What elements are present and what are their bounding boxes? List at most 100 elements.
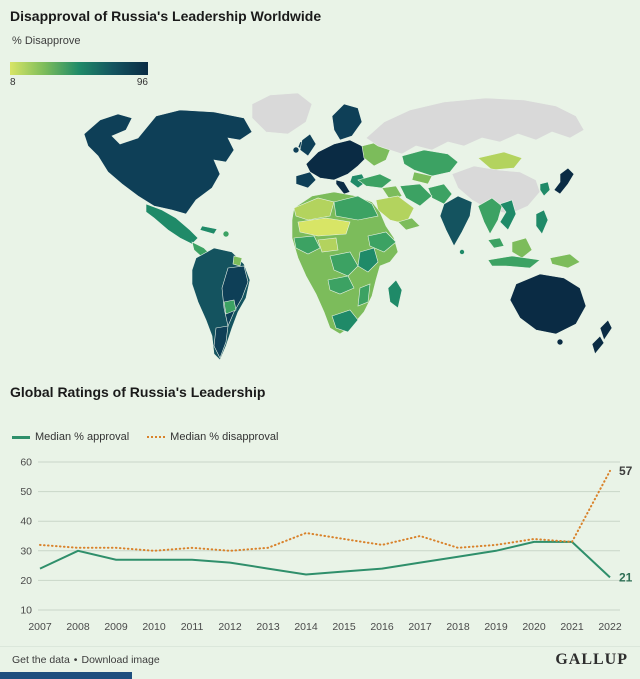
region-united-kingdom xyxy=(299,133,317,157)
map-legend-label: % Disapprove xyxy=(12,35,81,47)
disapproval-end-value-label: 57 xyxy=(619,464,633,478)
region-vietnam xyxy=(499,199,517,231)
x-axis-label: 2008 xyxy=(66,621,90,633)
region-mexico xyxy=(145,203,199,245)
x-axis-label: 2011 xyxy=(181,621,204,633)
region-russia xyxy=(365,97,585,155)
region-malaysia xyxy=(487,237,505,249)
legend-max-label: 96 xyxy=(136,77,148,88)
x-axis-label: 2010 xyxy=(142,621,166,633)
disapproval-legend-label: Median % disapproval xyxy=(170,431,279,443)
region-australia xyxy=(509,273,587,335)
region-philippines xyxy=(535,209,549,235)
line-chart-title: Global Ratings of Russia's Leadership xyxy=(10,384,266,400)
x-axis-label: 2013 xyxy=(256,621,280,633)
y-axis-label: 30 xyxy=(20,545,32,557)
x-axis-label: 2019 xyxy=(484,621,508,633)
region-indonesia xyxy=(487,255,541,269)
approval-legend-label: Median % approval xyxy=(35,431,130,443)
region-china xyxy=(451,165,541,215)
download-image-link[interactable]: Download image xyxy=(81,653,160,666)
region-drc xyxy=(329,251,359,277)
y-axis-label: 60 xyxy=(20,457,32,469)
region-sahel xyxy=(297,217,351,237)
region-central-asia xyxy=(401,149,459,177)
region-new-zealand-south xyxy=(591,335,605,355)
approval-line xyxy=(39,540,611,579)
region-turkey xyxy=(357,173,393,189)
x-axis-label: 2016 xyxy=(370,621,394,633)
region-pakistan-afghanistan xyxy=(427,183,453,205)
get-the-data-link[interactable]: Get the data xyxy=(12,653,70,666)
x-axis-label: 2020 xyxy=(522,621,546,633)
legend-item-approval: Median % approval xyxy=(12,431,129,443)
region-west-africa xyxy=(293,235,321,255)
region-sri-lanka xyxy=(459,249,465,255)
region-scandinavia xyxy=(331,103,363,141)
region-angola-zambia xyxy=(327,275,355,295)
map-legend-scale: 8 96 xyxy=(10,77,148,88)
region-western-europe xyxy=(305,139,367,181)
x-axis-label: 2012 xyxy=(218,621,242,633)
region-ethiopia xyxy=(367,231,397,253)
y-axis-label: 50 xyxy=(20,486,32,498)
region-new-guinea xyxy=(549,253,581,269)
region-madagascar xyxy=(387,279,403,309)
partial-bottom-element xyxy=(0,672,132,679)
region-hispaniola xyxy=(222,230,230,238)
region-italy xyxy=(335,179,351,195)
footer: Get the data • Download image GALLUP xyxy=(0,646,640,672)
region-bolivia xyxy=(223,299,237,315)
x-axis-label: 2018 xyxy=(446,621,470,633)
legend-min-label: 8 xyxy=(10,77,16,88)
region-japan xyxy=(553,167,575,195)
gallup-logo: GALLUP xyxy=(555,650,628,668)
x-axis-label: 2007 xyxy=(28,621,52,633)
x-axis-label: 2014 xyxy=(294,621,318,633)
region-argentina xyxy=(213,325,229,359)
world-choropleth-map xyxy=(83,92,613,361)
map-legend-gradient xyxy=(10,62,148,75)
region-nigeria xyxy=(317,237,339,253)
x-axis-label: 2015 xyxy=(332,621,356,633)
region-new-zealand-north xyxy=(599,319,613,341)
region-northwest-africa xyxy=(293,197,335,221)
approval-line-swatch xyxy=(12,435,30,439)
region-tasmania xyxy=(556,338,564,346)
legend-item-disapproval: Median % disapproval xyxy=(147,431,278,443)
x-axis-label: 2021 xyxy=(560,621,584,633)
region-borneo xyxy=(511,237,533,259)
region-north-america xyxy=(83,109,253,215)
footer-separator: • xyxy=(73,653,78,666)
region-myanmar-thailand xyxy=(477,197,503,235)
region-ireland xyxy=(292,146,300,154)
region-mozambique xyxy=(357,283,371,307)
region-mongolia xyxy=(477,151,523,171)
disapproval-line xyxy=(39,469,611,552)
x-axis-label: 2017 xyxy=(408,621,432,633)
region-iberia xyxy=(295,171,317,189)
region-south-africa xyxy=(331,309,359,333)
region-cuba xyxy=(199,225,218,235)
y-axis-label: 40 xyxy=(20,516,32,528)
approval-end-value-label: 21 xyxy=(619,570,633,584)
region-greenland xyxy=(251,92,313,135)
region-yemen-oman xyxy=(397,217,421,231)
y-axis-label: 20 xyxy=(20,575,32,587)
disapproval-line-swatch xyxy=(147,436,166,438)
x-axis-label: 2022 xyxy=(598,621,622,633)
line-chart-legend: Median % approval Median % disapproval xyxy=(12,431,278,443)
region-libya-egypt xyxy=(333,195,379,221)
region-balkans xyxy=(349,173,367,189)
map-title: Disapproval of Russia's Leadership World… xyxy=(10,8,322,24)
footer-links: Get the data • Download image xyxy=(12,654,160,666)
region-uzbekistan xyxy=(411,171,433,185)
y-axis-label: 10 xyxy=(20,605,32,617)
region-korea xyxy=(539,181,551,197)
region-guyana xyxy=(232,255,243,267)
region-india xyxy=(439,195,473,247)
region-east-africa xyxy=(357,247,379,273)
region-iran xyxy=(399,183,433,207)
